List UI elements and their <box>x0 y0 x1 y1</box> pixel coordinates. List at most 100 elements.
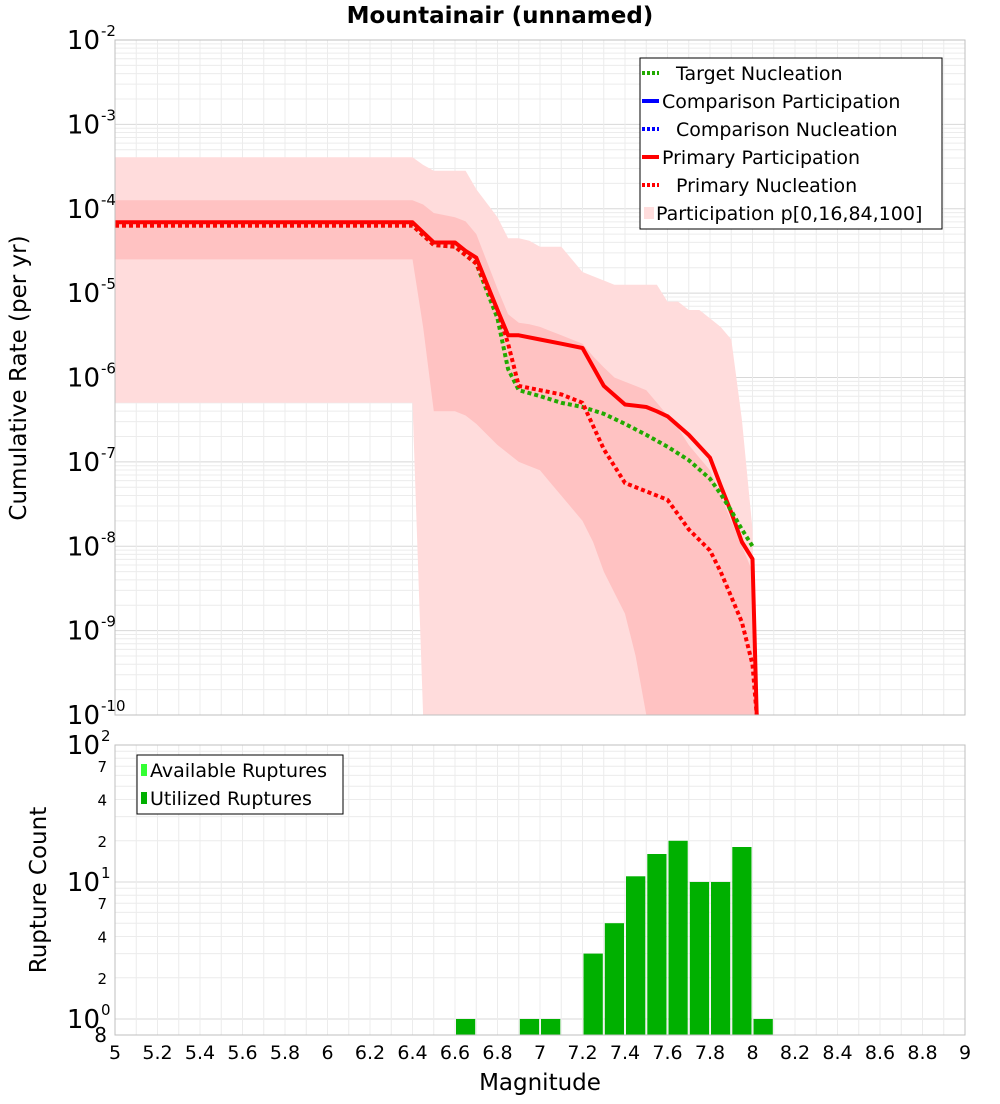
rate-bands <box>115 157 755 715</box>
rate-y-tick-base: 10 <box>67 448 100 478</box>
rupture-count-bar <box>732 847 752 1035</box>
count-legend-box <box>136 754 344 815</box>
count-y-tick-base: 10 <box>67 868 100 898</box>
rupture-count-bar <box>753 1019 773 1035</box>
x-tick-label: 5.2 <box>142 1042 172 1064</box>
series-primary-nucleation <box>115 223 759 715</box>
x-tick-label: 9 <box>959 1042 971 1064</box>
count-y-tick: 2 <box>97 833 107 851</box>
rate-legend-label: Participation p[0,16,84,100] <box>656 203 922 225</box>
count-y-tick: 10 1 <box>67 864 111 898</box>
count-y-tick-base: 10 <box>67 731 100 761</box>
rate-legend-label: Comparison Nucleation <box>676 119 898 141</box>
rate-legend-label: Primary Nucleation <box>676 175 857 197</box>
series-target-nucleation <box>115 223 755 548</box>
rate-y-tick-exp: -3 <box>101 106 116 124</box>
count-y-tick: 10 0 <box>67 1001 111 1035</box>
rate-legend: Target Nucleation Comparison Participatio… <box>639 57 943 230</box>
rate-y-tick: 10 -9 <box>67 613 116 647</box>
count-y-tick: 4 <box>97 929 107 947</box>
rate-y-tick-exp: -10 <box>101 697 126 715</box>
rate-y-tick-exp: -2 <box>101 22 116 40</box>
count-y-tick-exp: 2 <box>101 727 111 745</box>
count-y-tick: 7 <box>97 758 107 776</box>
rate-plot-frame <box>114 39 966 716</box>
rate-legend-label: Comparison Participation <box>662 91 900 113</box>
rate-legend-item: Target Nucleation <box>642 63 843 85</box>
rate-y-tick: 10 -2 <box>67 22 116 56</box>
rate-legend-label: Target Nucleation <box>675 63 843 85</box>
rate-y-tick: 10 -8 <box>67 528 116 562</box>
series-primary-participation <box>115 220 759 715</box>
rate-y-tick: 10 -6 <box>67 360 116 394</box>
count-y-tick-minor: 8 <box>94 1023 107 1047</box>
x-tick-labels: 5 5.2 5.4 5.6 5.8 6 6.2 6.4 6.6 6.8 7 7.2 7.4 7.6 7.8 8… <box>109 1042 971 1064</box>
count-y-tick: 4 <box>97 792 107 810</box>
count-y-axis-label: Rupture Count <box>26 807 52 973</box>
count-y-tick: 2 <box>97 970 107 988</box>
count-legend-item: Available Ruptures <box>141 760 327 782</box>
rate-y-tick-base: 10 <box>67 279 100 309</box>
x-tick-label: 5.8 <box>270 1042 300 1064</box>
rupture-count-bar <box>711 882 731 1035</box>
count-plot-frame <box>114 744 966 1036</box>
rupture-count-bar <box>626 876 646 1035</box>
x-axis-label: Magnitude <box>479 1070 601 1096</box>
x-tick-label: 6.4 <box>397 1042 427 1064</box>
x-tick-label: 7 <box>534 1042 546 1064</box>
x-tick-label: 5.4 <box>185 1042 215 1064</box>
rate-y-tick-labels: 10-210-310-410-510-610-710-810-910-10 <box>67 22 126 731</box>
x-tick-label: 8.6 <box>865 1042 895 1064</box>
rate-y-tick-base: 10 <box>67 701 100 731</box>
x-tick-label: 6 <box>321 1042 333 1064</box>
count-legend-swatch <box>141 764 147 776</box>
count-y-tick-minor: 2 <box>97 970 107 988</box>
x-tick-label: 6.6 <box>440 1042 470 1064</box>
rupture-count-bar <box>604 923 624 1035</box>
rupture-count-bar <box>519 1019 540 1035</box>
rupture-count-bar <box>689 882 710 1035</box>
x-tick-label: 5.6 <box>227 1042 257 1064</box>
rate-y-tick-base: 10 <box>67 617 100 647</box>
rate-y-tick-exp: -5 <box>101 275 116 293</box>
x-tick-label: 8.2 <box>780 1042 810 1064</box>
rupture-count-bar <box>456 1019 476 1035</box>
x-tick-label: 6.2 <box>355 1042 385 1064</box>
x-tick-label: 6.8 <box>482 1042 512 1064</box>
rate-series <box>115 220 759 715</box>
count-y-tick: 10 2 <box>67 727 111 761</box>
rate-y-tick-base: 10 <box>67 364 100 394</box>
rate-y-tick: 10 -5 <box>67 275 116 309</box>
count-legend: Available Ruptures Utilized Ruptures <box>136 754 344 815</box>
rate-legend-label: Primary Participation <box>662 147 860 169</box>
rate-y-tick: 10 -7 <box>67 444 116 478</box>
count-y-tick-minor: 4 <box>97 792 107 810</box>
band-p16-p84 <box>115 200 755 715</box>
rate-y-tick: 10 -4 <box>67 191 116 225</box>
rate-legend-item: Primary Participation <box>642 147 860 169</box>
count-y-tick-minor: 7 <box>97 895 107 913</box>
rate-y-tick-exp: -8 <box>101 528 116 546</box>
rate-y-tick: 10 -3 <box>67 106 116 140</box>
count-legend-swatch <box>141 792 147 804</box>
rate-legend-item: Primary Nucleation <box>642 175 857 197</box>
count-y-tick-exp: 1 <box>101 864 111 882</box>
rupture-count-bar <box>668 840 688 1035</box>
rate-y-tick-base: 10 <box>67 532 100 562</box>
count-y-tick-minor: 2 <box>97 833 107 851</box>
rate-y-tick-exp: -9 <box>101 613 116 631</box>
rate-y-tick-exp: -7 <box>101 444 116 462</box>
rate-legend-box <box>639 57 943 230</box>
rate-y-tick-exp: -6 <box>101 360 116 378</box>
rate-y-tick: 10 -10 <box>67 697 126 731</box>
count-legend-label: Available Ruptures <box>150 760 327 782</box>
rate-legend-item: Comparison Nucleation <box>642 119 898 141</box>
count-y-tick: 7 <box>97 895 107 913</box>
x-tick-label: 8.4 <box>822 1042 852 1064</box>
x-tick-label: 7.6 <box>652 1042 682 1064</box>
count-bars <box>456 840 773 1035</box>
x-tick-label: 7.4 <box>610 1042 640 1064</box>
